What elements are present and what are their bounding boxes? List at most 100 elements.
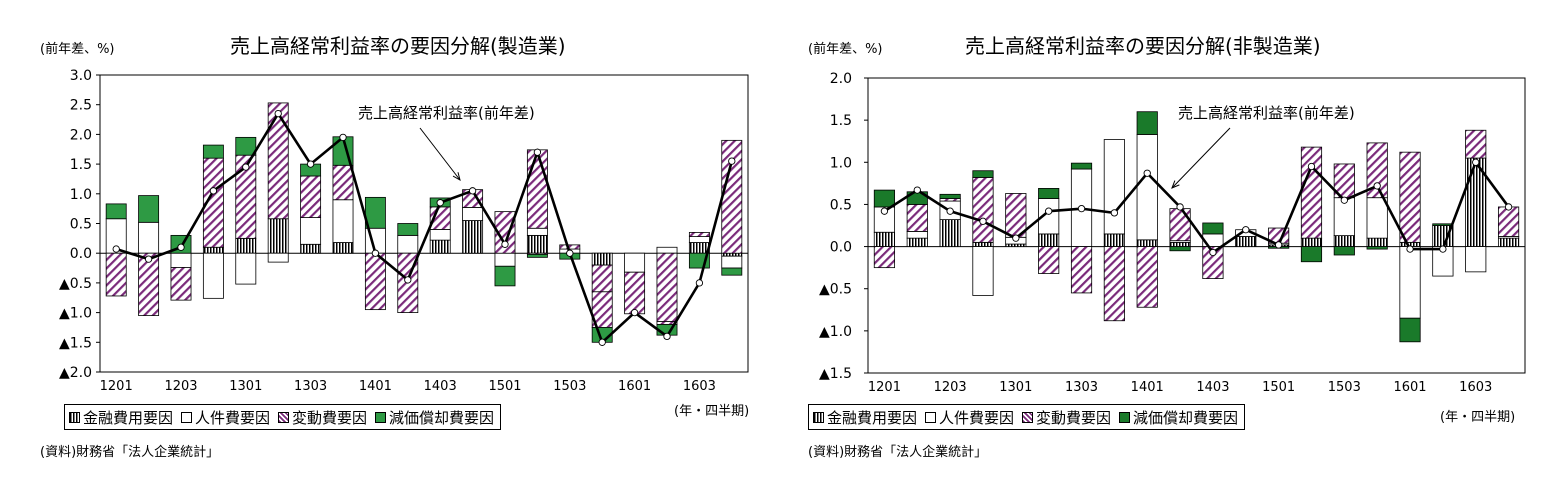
bar-depreciation <box>1432 223 1454 226</box>
x-tick-label: 1601 <box>1393 380 1426 395</box>
y-tick-label: 0.5 <box>70 217 92 233</box>
bar-variable <box>873 246 896 269</box>
bar-depreciation <box>873 189 896 208</box>
bar-finance <box>1333 235 1355 247</box>
bar-personnel <box>1136 134 1158 241</box>
chart-panel-non-manufacturing: 売上高経常利益率の要因分解(非製造業) (前年差、%) 2.0 1.5 1.0 0.5… <box>780 0 1563 480</box>
bar-finance <box>873 231 896 247</box>
bar-variable <box>1136 246 1158 308</box>
legend-item-personnel: 人件費要因 <box>181 407 270 428</box>
line-annotation: 売上高経常利益率(前年差) <box>358 104 535 122</box>
x-tick-label: 1601 <box>618 379 651 394</box>
bar-variable <box>972 177 994 243</box>
x-tick-label: 1403 <box>424 379 457 394</box>
legend-item-depreciation: 減価償却費要因 <box>375 407 494 428</box>
bar-depreciation <box>972 170 994 178</box>
ratio-point <box>913 186 921 194</box>
x-tick-label: 1201 <box>868 380 901 395</box>
bar-variable <box>1169 208 1191 242</box>
x-tick-label: 1203 <box>934 380 967 395</box>
bar-personnel <box>721 255 743 269</box>
y-tick-label: 1.0 <box>70 187 92 203</box>
ratio-point <box>306 160 315 168</box>
bar-depreciation <box>1399 317 1421 343</box>
bar-personnel <box>526 227 548 236</box>
bar-finance <box>591 252 613 266</box>
ratio-point <box>144 255 153 263</box>
bar-depreciation <box>1333 246 1355 256</box>
bar-personnel <box>202 252 224 299</box>
bar-personnel <box>397 234 419 254</box>
bar-finance <box>1300 237 1323 247</box>
bar-variable <box>170 267 192 301</box>
annotation-arrow <box>1171 127 1231 189</box>
ratio-point <box>371 249 380 257</box>
ratio-point <box>501 240 509 248</box>
ratio-point <box>1439 245 1447 253</box>
y-tick-label: ▲1.5 <box>819 366 852 382</box>
bar-finance <box>1497 237 1520 247</box>
bar-depreciation <box>526 253 548 258</box>
bar-personnel <box>267 252 289 263</box>
bar-depreciation <box>397 223 419 236</box>
bar-personnel <box>624 252 646 273</box>
chart-title: 売上高経常利益率の要因分解(製造業) <box>230 34 566 58</box>
ratio-point <box>630 308 639 317</box>
bar-depreciation <box>1070 162 1093 170</box>
legend-label: 人件費要因 <box>195 408 271 427</box>
legend-item-variable: 変動費要因 <box>278 407 367 428</box>
bar-variable <box>138 252 160 316</box>
bar-finance <box>267 218 289 254</box>
x-tick-label: 1303 <box>1065 380 1098 395</box>
x-tick-label: 1503 <box>553 379 586 394</box>
legend-label: 人件費要因 <box>939 408 1015 427</box>
annotation-arrowhead <box>1171 180 1180 189</box>
bar-finance <box>526 234 548 254</box>
bar-variable <box>267 102 289 220</box>
plot-frame <box>867 77 1526 374</box>
bar-finance <box>202 246 224 254</box>
bar-depreciation <box>1300 246 1323 263</box>
bar-finance <box>721 252 743 257</box>
bar-personnel <box>462 207 484 221</box>
x-tick-label: 1203 <box>164 379 197 394</box>
ratio-point <box>112 245 120 253</box>
legend: 金融費用要因 人件費要因 変動費要因 減価償却費要因 <box>808 404 1246 430</box>
ratio-point <box>274 109 282 118</box>
bar-variable <box>332 164 354 201</box>
bar-variable <box>1366 142 1388 199</box>
bar-finance <box>1103 233 1125 247</box>
bar-finance <box>939 219 961 247</box>
chart-title: 売上高経常利益率の要因分解(非製造業) <box>965 34 1321 58</box>
ratio-point <box>1340 196 1348 204</box>
legend-swatch-depreciation <box>1119 411 1131 423</box>
ratio-point <box>979 217 987 225</box>
chart-plot: 2.0 1.5 1.0 0.5 0.0 ▲0.5 ▲1.0 ▲1.5 1201 1203 1301 1… <box>819 71 1526 395</box>
ratio-point <box>436 199 444 207</box>
ratio-point <box>1143 169 1151 177</box>
ratio-point <box>1373 182 1381 190</box>
bar-finance <box>1366 237 1388 247</box>
x-axis-unit: (年・四半期) <box>674 404 750 419</box>
ratio-point <box>598 338 606 346</box>
bar-variable <box>1103 246 1125 322</box>
bar-variable <box>1070 246 1093 294</box>
legend-item-finance: 金融費用要因 <box>69 407 173 428</box>
bar-variable <box>1497 206 1520 237</box>
x-tick-label: 1401 <box>1131 380 1164 395</box>
bar-personnel <box>688 236 710 243</box>
bar-finance <box>332 242 354 254</box>
x-tick-label: 1303 <box>294 379 327 394</box>
y-axis-unit: (前年差、%) <box>808 42 883 57</box>
legend-label: 変動費要因 <box>292 408 368 427</box>
annotation-arrow <box>419 127 461 181</box>
y-tick-label: 3.0 <box>70 68 92 84</box>
legend-item-variable: 変動費要因 <box>1022 407 1111 428</box>
x-tick-label: 1301 <box>999 380 1032 395</box>
chart-plot: 3.0 2.5 2.0 1.5 1.0 0.5 0.0 ▲0.5 ▲1.0 ▲1.5 ▲2.0 120… <box>59 68 749 394</box>
legend: 金融費用要因 人件費要因 変動費要因 減価償却費要因 <box>64 404 502 430</box>
bar-variable <box>1300 146 1323 239</box>
bar-depreciation <box>1136 111 1158 135</box>
bar-personnel <box>300 217 322 245</box>
y-tick-label: 0.0 <box>830 240 852 256</box>
